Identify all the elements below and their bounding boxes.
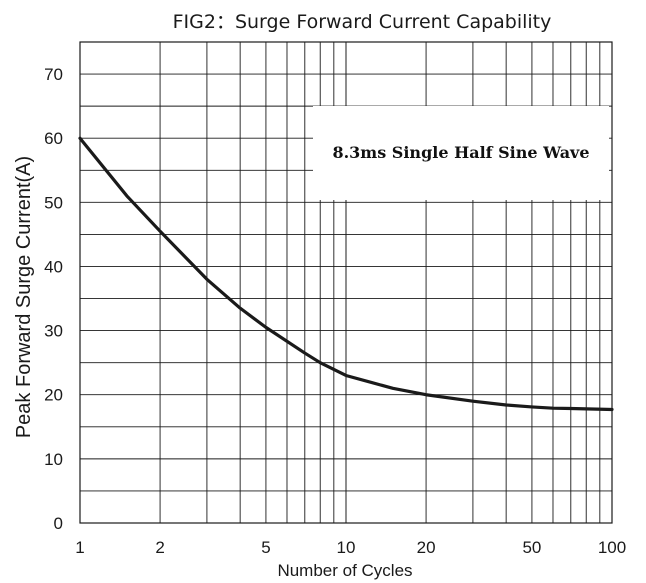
annotation-background [313,106,609,200]
y-tick-labels: 0 10 20 30 40 50 60 70 [44,65,63,533]
x-tick-label: 1 [75,538,84,557]
x-tick-label: 20 [417,538,436,557]
x-tick-labels: 1 2 5 10 20 50 100 [75,538,626,557]
y-tick-label: 20 [44,386,63,405]
x-tick-label: 5 [261,538,270,557]
x-tick-label: 50 [522,538,541,557]
x-tick-label: 2 [155,538,164,557]
y-tick-label: 50 [44,193,63,212]
series-group [78,136,614,412]
x-tick-label: 100 [598,538,626,557]
annotation-box: 8.3ms Single Half Sine Wave [313,106,609,200]
y-tick-label: 0 [54,514,63,533]
y-tick-label: 40 [44,257,63,276]
x-axis-label: Number of Cycles [277,561,412,580]
plot-border [79,41,613,524]
annotation-label: 8.3ms Single Half Sine Wave [332,143,589,162]
series-line-0 [78,136,614,412]
chart-title: FIG2：Surge Forward Current Capability [173,11,552,33]
y-tick-label: 70 [44,65,63,84]
y-tick-label: 30 [44,322,63,341]
y-axis-label: Peak Forward Surge Current(A) [13,156,35,438]
y-tick-label: 10 [44,450,63,469]
y-tick-label: 60 [44,129,63,148]
x-tick-label: 10 [337,538,356,557]
